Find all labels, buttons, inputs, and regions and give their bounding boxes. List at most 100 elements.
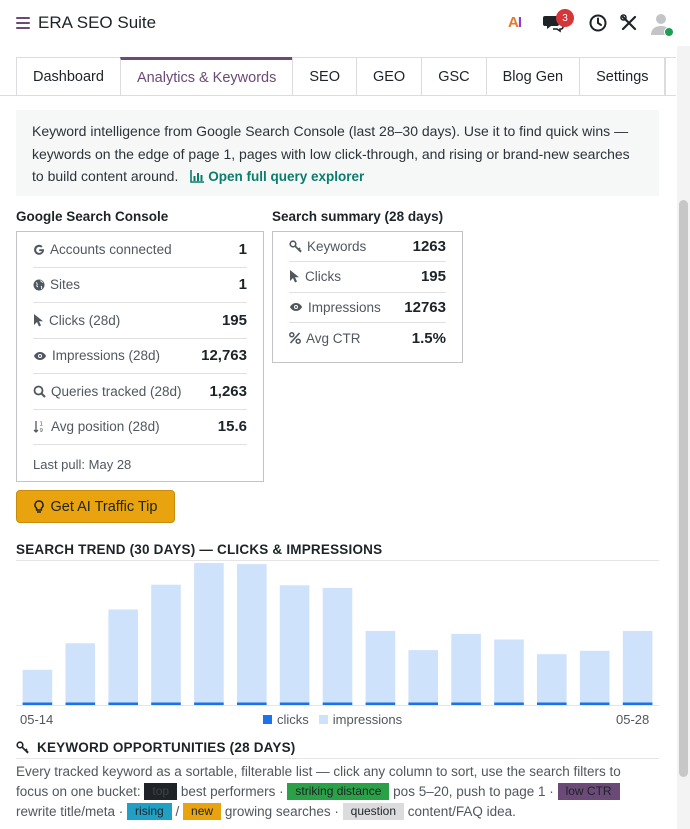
impressions-bar[interactable] (322, 587, 353, 705)
gsc-stats-box: Accounts connected 1 Sites 1 Clicks (28d… (16, 231, 264, 482)
impressions-bar[interactable] (279, 585, 310, 705)
gsc-label: Sites (50, 277, 81, 293)
main-tabs: Dashboard Analytics & Keywords SEO GEO G… (16, 57, 666, 96)
clicks-bar[interactable] (279, 702, 310, 706)
clicks-bar[interactable] (365, 702, 396, 706)
impressions-bar[interactable] (622, 630, 653, 705)
clicks-bar[interactable] (237, 702, 267, 706)
impressions-bar[interactable] (194, 563, 224, 705)
impressions-bar[interactable] (365, 630, 396, 705)
summary-label: Keywords (307, 239, 367, 255)
impressions-bar[interactable] (451, 633, 481, 705)
impressions-bar[interactable] (22, 669, 53, 705)
kw-desc-text: / (175, 803, 180, 819)
summary-row-clicks: Clicks 195 (289, 262, 446, 293)
gsc-label: Clicks (28d) (49, 312, 121, 328)
gsc-value: 12,763 (201, 347, 247, 365)
impressions-bar[interactable] (151, 584, 181, 705)
tools-icon[interactable] (619, 13, 639, 36)
top-bar: ERA SEO Suite AI 3 (0, 0, 690, 46)
clicks-bar[interactable] (322, 702, 353, 706)
impressions-bar[interactable] (579, 650, 610, 705)
scrollbar-thumb[interactable] (679, 200, 688, 777)
summary-box-title: Search summary (28 days) (272, 209, 444, 224)
tab-overflow-edge (664, 57, 676, 96)
summary-label: Avg CTR (306, 330, 361, 346)
x-axis-last-label: 05-28 (616, 712, 650, 727)
cursor-icon (290, 270, 299, 283)
tag-low-ctr[interactable]: low CTR (557, 782, 620, 800)
key-icon (289, 240, 302, 253)
svg-text:1: 1 (40, 422, 44, 428)
bar-chart-icon (190, 170, 205, 183)
clicks-bar[interactable] (537, 702, 567, 706)
impressions-bar[interactable] (494, 639, 524, 706)
clicks-bar[interactable] (408, 702, 438, 706)
tag-question[interactable]: question (342, 802, 405, 820)
gsc-box-title: Google Search Console (16, 209, 169, 224)
cursor-icon (34, 313, 43, 327)
gsc-row-queries: Queries tracked (28d) 1,263 (33, 374, 247, 410)
tab-gsc[interactable]: GSC (421, 57, 487, 96)
tag-new[interactable]: new (183, 802, 222, 820)
eye-icon (290, 303, 302, 312)
clicks-bar[interactable] (65, 702, 96, 706)
impressions-bar[interactable] (108, 609, 138, 706)
sort-icon: 19 (33, 421, 44, 433)
clicks-bar[interactable] (194, 702, 224, 706)
impressions-bar[interactable] (408, 650, 438, 705)
clock-icon[interactable] (588, 13, 608, 36)
tab-seo[interactable]: SEO (292, 57, 357, 96)
legend-label-clicks: clicks (277, 712, 309, 727)
lightbulb-icon (33, 499, 44, 513)
kw-desc-text: pos 5–20, push to page 1 · (393, 783, 554, 799)
clicks-bar[interactable] (151, 702, 181, 706)
legend-item-impressions[interactable]: impressions (318, 712, 402, 727)
impressions-bar[interactable] (65, 643, 96, 705)
hamburger-menu-icon[interactable] (16, 17, 30, 29)
tab-settings[interactable]: Settings (579, 57, 666, 96)
chart-top-rule (16, 560, 659, 561)
tab-analytics-keywords[interactable]: Analytics & Keywords (119, 57, 294, 96)
globe-icon (33, 279, 45, 291)
summary-label: Clicks (305, 269, 341, 285)
kw-desc-text: growing searches · (224, 803, 339, 819)
clicks-bar[interactable] (579, 702, 610, 706)
open-query-explorer-link[interactable]: Open full query explorer (190, 169, 364, 184)
online-status-dot (664, 27, 674, 37)
gsc-label: Accounts connected (50, 241, 172, 257)
tag-striking-distance[interactable]: striking distance (287, 782, 390, 800)
ai-icon[interactable]: AI (508, 14, 522, 31)
tab-geo[interactable]: GEO (355, 57, 423, 96)
tag-rising[interactable]: rising (127, 802, 172, 820)
gsc-row-clicks: Clicks (28d) 195 (33, 303, 247, 339)
x-axis-first-label: 05-14 (20, 712, 54, 727)
search-icon (33, 385, 46, 398)
tab-dashboard[interactable]: Dashboard (16, 57, 121, 96)
clicks-bar[interactable] (108, 702, 138, 706)
legend-swatch-clicks (263, 715, 272, 724)
percent-icon (289, 332, 301, 344)
clicks-bar[interactable] (622, 702, 653, 706)
keyword-opportunities-title: KEYWORD OPPORTUNITIES (28 DAYS) (16, 740, 296, 755)
impressions-bar[interactable] (537, 654, 567, 705)
clicks-bar[interactable] (451, 702, 481, 706)
key-icon (16, 741, 29, 754)
get-ai-traffic-tip-button[interactable]: Get AI Traffic Tip (16, 490, 175, 523)
tag-top[interactable]: top (144, 782, 178, 800)
app-title: ERA SEO Suite (38, 13, 157, 32)
last-pull-text: Last pull: May 28 (33, 457, 132, 472)
kw-desc-text: rewrite title/meta · (16, 803, 124, 819)
kw-desc-text: best performers · (180, 783, 284, 799)
clicks-bar[interactable] (494, 702, 524, 706)
gsc-row-sites: Sites 1 (33, 268, 247, 303)
impressions-bar[interactable] (237, 564, 267, 705)
gsc-label: Impressions (28d) (52, 348, 161, 364)
gsc-label: Queries tracked (28d) (51, 383, 182, 399)
clicks-bar[interactable] (22, 702, 53, 706)
svg-text:9: 9 (40, 428, 44, 433)
summary-value: 1263 (412, 238, 446, 256)
summary-row-ctr: Avg CTR 1.5% (289, 323, 446, 353)
tab-blog-gen[interactable]: Blog Gen (485, 57, 581, 96)
legend-item-clicks[interactable]: clicks (263, 712, 309, 727)
